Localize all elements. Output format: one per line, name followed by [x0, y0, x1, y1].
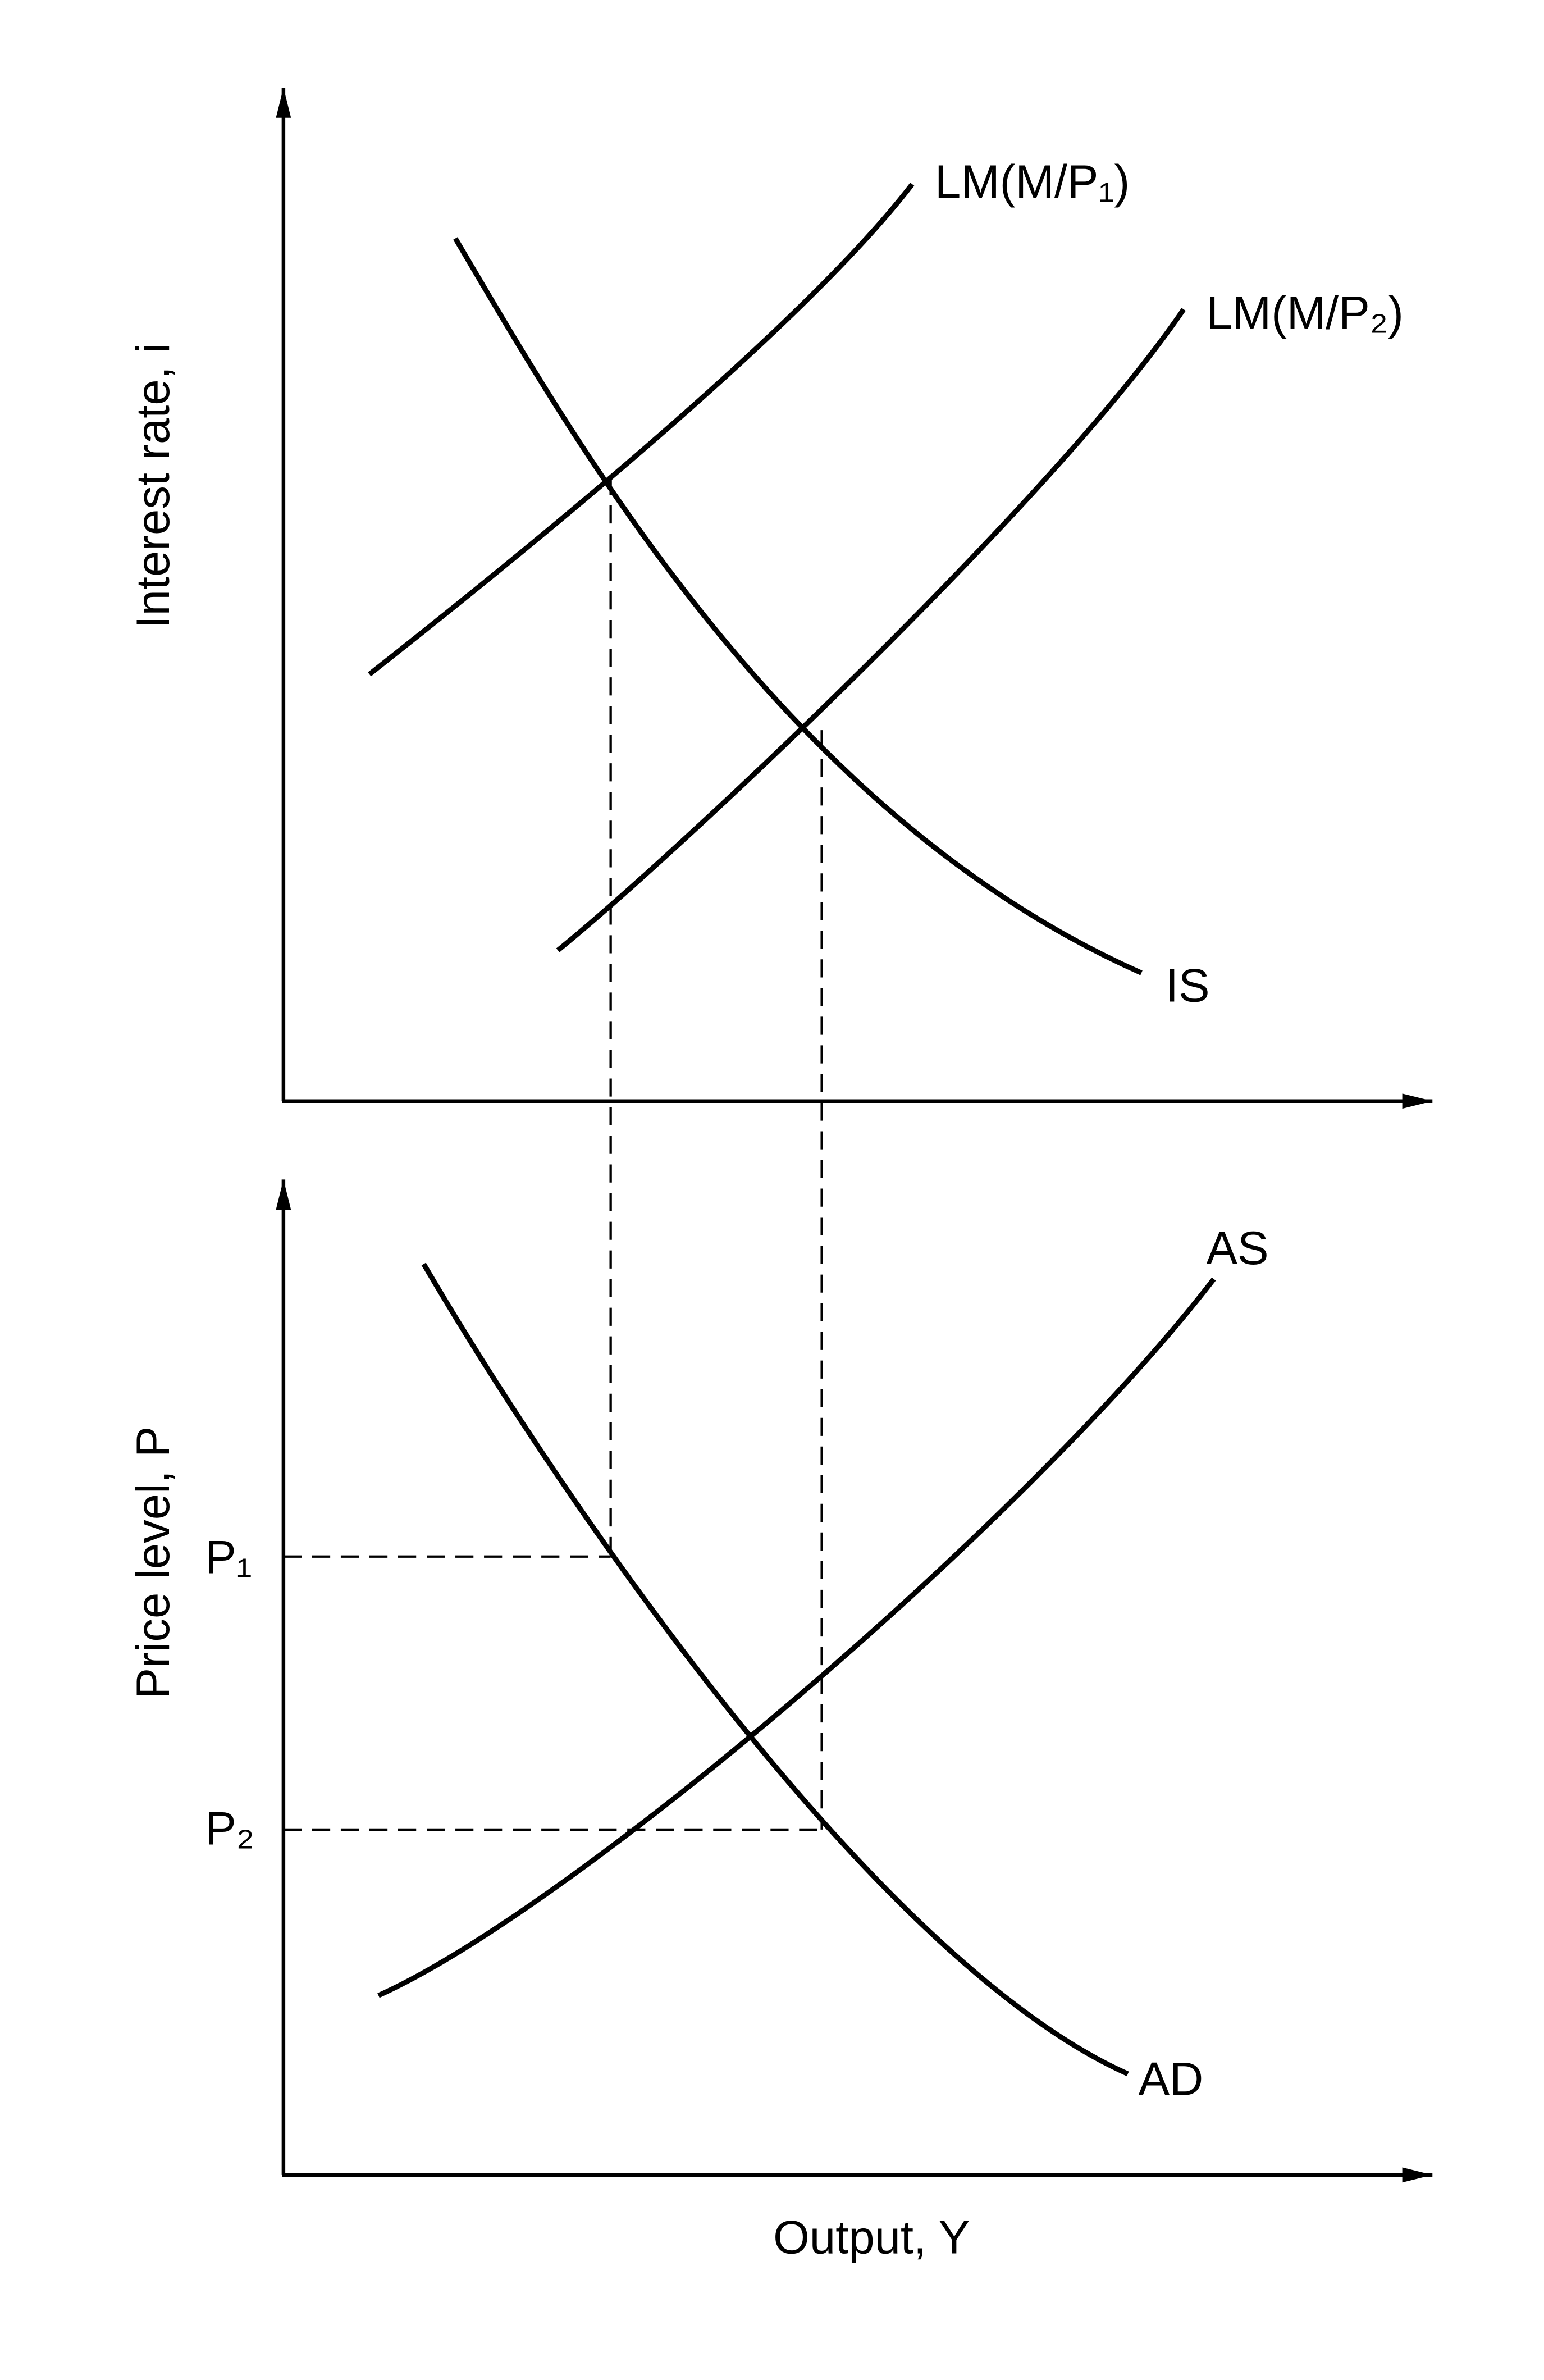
curve-label: LM(M/P₁): [935, 156, 1130, 208]
y-tick-label: P₂: [205, 1803, 254, 1855]
y-axis-label: Price level, P: [127, 1426, 179, 1699]
lm1-curve: [368, 183, 915, 677]
is-curve: [453, 237, 1143, 975]
as-curve: [377, 1277, 1216, 1998]
curve-label: AD: [1139, 2053, 1204, 2105]
curve-label: IS: [1166, 959, 1210, 1011]
curve-label: AS: [1206, 1222, 1268, 1274]
y-axis-label: Interest rate, i: [127, 343, 179, 629]
curve-label: LM(M/P₂): [1206, 287, 1403, 339]
ad-curve: [421, 1262, 1129, 2077]
y-tick-label: P₁: [205, 1531, 252, 1583]
lm2-curve: [556, 308, 1186, 952]
x-axis-label: Output, Y: [773, 2211, 970, 2263]
